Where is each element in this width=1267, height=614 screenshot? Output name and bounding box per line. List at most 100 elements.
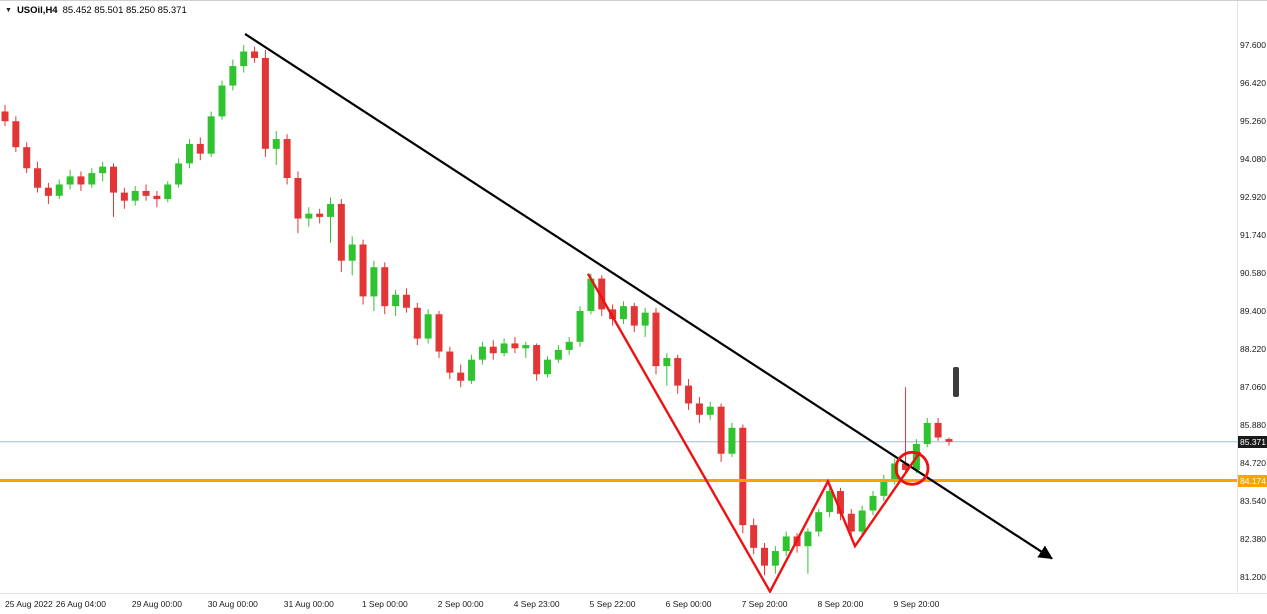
candle	[12, 116, 20, 153]
price-axis-label: 97.600	[1240, 39, 1266, 50]
time-axis-label: 25 Aug 2022	[5, 599, 53, 609]
candle	[88, 168, 96, 188]
candle	[717, 403, 725, 462]
price-axis[interactable]: 85.371 84.174 97.600 96.420 95.260 94.080 92…	[1237, 1, 1267, 593]
candle	[652, 307, 660, 375]
price-axis-label: 94.080	[1240, 154, 1266, 165]
candle	[782, 531, 790, 556]
candle	[327, 197, 334, 243]
candle	[294, 171, 302, 234]
candle	[674, 354, 682, 394]
candle	[99, 161, 107, 182]
orange-level-badge: 84.174	[1238, 474, 1267, 487]
price-axis-label: 81.200	[1240, 572, 1266, 582]
triangle-down-icon[interactable]: ▼	[5, 7, 12, 14]
scrollbar-thumb	[953, 367, 959, 397]
symbol-timeframe-label: USOil,H4	[16, 5, 58, 16]
candle	[847, 508, 855, 539]
candle	[34, 161, 42, 193]
candle	[544, 356, 551, 378]
candlestick-chart[interactable]	[0, 1, 1237, 593]
symbol-info-bar: ▼ USOil,H4 85.452 85.501 85.250 85.371	[5, 5, 187, 16]
zigzag-annotation[interactable]	[586, 273, 921, 593]
candle	[739, 424, 747, 534]
candle	[435, 310, 443, 359]
candle	[229, 59, 237, 91]
price-axis-label: 84.720	[1240, 457, 1266, 468]
candle	[761, 542, 768, 576]
candle	[902, 387, 910, 472]
candle	[804, 528, 812, 574]
time-axis-label: 29 Aug 00:00	[131, 599, 182, 609]
candle	[630, 302, 638, 333]
candle	[370, 260, 378, 311]
candle	[207, 111, 215, 157]
candle	[706, 401, 714, 420]
candle	[771, 546, 779, 574]
price-axis-label: 85.880	[1240, 420, 1266, 431]
candle	[142, 184, 150, 201]
highlight-circle[interactable]	[894, 450, 930, 486]
candle	[695, 396, 703, 423]
candle	[565, 336, 573, 355]
time-axis-label: 8 Sep 20:00	[817, 599, 864, 609]
candle	[413, 302, 421, 346]
candle	[446, 346, 454, 380]
candle	[1, 105, 9, 127]
time-axis[interactable]: 25 Aug 2022 26 Aug 04:00 29 Aug 00:00 30 Au…	[0, 593, 1267, 614]
candle	[261, 49, 269, 157]
current-price-badge: 85.371	[1238, 435, 1267, 448]
downtrend-line[interactable]	[244, 33, 1053, 560]
candle	[457, 364, 465, 388]
price-axis-label: 88.220	[1240, 344, 1266, 355]
candle	[576, 306, 584, 347]
time-axis-label: 1 Sep 00:00	[361, 599, 408, 609]
candle	[815, 508, 823, 537]
candle	[251, 46, 259, 63]
candle	[619, 301, 627, 324]
candle	[663, 353, 671, 386]
candle	[402, 288, 410, 313]
candle	[240, 44, 248, 73]
candle	[66, 169, 74, 190]
price-axis-label: 87.060	[1240, 381, 1266, 392]
candle	[858, 505, 866, 535]
candle	[305, 207, 313, 227]
price-axis-label: 91.740	[1240, 230, 1266, 241]
candle	[153, 190, 161, 208]
candle	[337, 199, 345, 273]
candle	[468, 354, 476, 384]
time-axis-label: 31 Aug 00:00	[283, 599, 334, 609]
candle	[869, 491, 877, 516]
candle	[934, 418, 942, 441]
candle	[110, 163, 117, 217]
candle	[880, 474, 888, 501]
candle	[23, 142, 31, 174]
candle	[44, 182, 52, 204]
candle	[77, 171, 85, 191]
candle	[500, 338, 508, 357]
price-axis-label: 90.580	[1240, 267, 1266, 278]
time-axis-label: 4 Sep 23:00	[513, 599, 560, 609]
price-axis-label: 95.260	[1240, 115, 1266, 126]
candle	[131, 186, 139, 206]
quote-ohlc-values: 85.452 85.501 85.250 85.371	[62, 5, 187, 16]
candle	[196, 137, 204, 161]
candle	[511, 336, 519, 354]
price-axis-label: 83.540	[1240, 496, 1266, 507]
time-axis-label: 2 Sep 00:00	[437, 599, 484, 609]
candle	[728, 422, 736, 457]
candle	[750, 518, 758, 555]
time-axis-label: 5 Sep 22:00	[589, 599, 636, 609]
time-axis-label: 26 Aug 04:00	[55, 599, 106, 609]
candle	[185, 139, 193, 169]
candle	[272, 130, 280, 166]
candle	[826, 487, 834, 517]
candle	[685, 379, 693, 410]
time-axis-label: 7 Sep 20:00	[741, 599, 788, 609]
candle	[164, 181, 172, 203]
candle	[348, 236, 356, 276]
candle	[836, 487, 844, 521]
candle	[945, 437, 953, 446]
